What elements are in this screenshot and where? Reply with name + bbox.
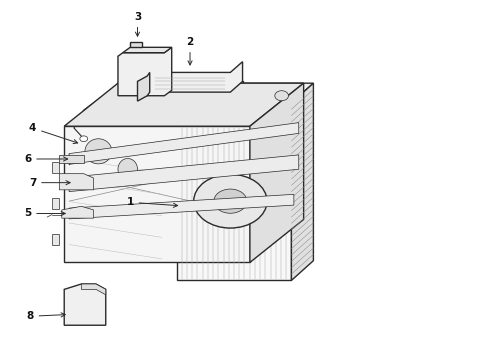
Circle shape [80,136,88,141]
Polygon shape [64,284,106,325]
Text: 1: 1 [126,197,178,207]
Polygon shape [59,174,94,190]
Polygon shape [69,194,294,219]
Bar [176,103,292,280]
Polygon shape [292,83,314,280]
Text: 2: 2 [186,37,194,65]
Circle shape [194,174,267,228]
Polygon shape [59,156,84,163]
Polygon shape [62,206,94,218]
Bar [52,198,59,209]
Polygon shape [118,47,172,96]
Polygon shape [81,284,106,295]
Ellipse shape [118,158,138,180]
Circle shape [214,189,247,213]
Polygon shape [138,72,150,101]
Text: 7: 7 [29,177,70,188]
Polygon shape [123,47,172,53]
Ellipse shape [85,139,112,164]
Text: 5: 5 [24,208,65,219]
Polygon shape [250,83,304,262]
Polygon shape [64,126,250,262]
Polygon shape [64,83,304,126]
Polygon shape [147,62,243,96]
Polygon shape [69,155,299,192]
Text: 8: 8 [26,311,65,321]
Polygon shape [69,123,299,165]
Polygon shape [176,83,314,103]
Text: 3: 3 [134,12,141,36]
Bar [52,234,59,244]
Text: 6: 6 [24,154,68,164]
Bar [52,162,59,173]
Text: 4: 4 [29,123,77,144]
Polygon shape [130,42,143,47]
Circle shape [275,91,289,101]
